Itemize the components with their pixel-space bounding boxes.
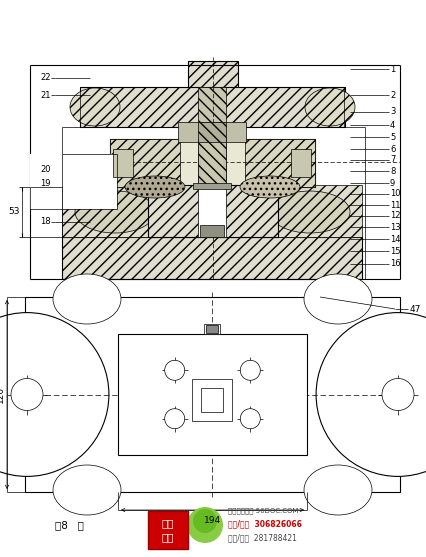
- Bar: [198, 185, 225, 237]
- Text: 21: 21: [40, 90, 51, 100]
- Text: 7: 7: [389, 155, 394, 164]
- Circle shape: [240, 360, 260, 380]
- Circle shape: [0, 312, 109, 476]
- Text: 客服/和议  306826066: 客服/和议 306826066: [227, 520, 301, 529]
- Text: 15: 15: [389, 247, 400, 256]
- Bar: [30, 165, 62, 187]
- Bar: [193, 183, 230, 189]
- Bar: [201, 139, 222, 187]
- Text: 19: 19: [40, 178, 51, 188]
- Text: 53: 53: [9, 208, 20, 217]
- Bar: [206, 325, 218, 333]
- Text: 8: 8: [389, 167, 394, 175]
- Bar: [187, 61, 237, 89]
- Text: 12: 12: [389, 212, 400, 221]
- Ellipse shape: [70, 88, 120, 126]
- Circle shape: [164, 360, 184, 380]
- Circle shape: [193, 509, 216, 533]
- Text: 16: 16: [389, 260, 400, 268]
- Circle shape: [381, 379, 413, 411]
- Circle shape: [187, 507, 222, 543]
- Bar: [25, 297, 399, 492]
- Text: 2: 2: [389, 90, 394, 100]
- Bar: [198, 122, 225, 142]
- Text: 5: 5: [389, 133, 394, 141]
- Bar: [62, 185, 150, 237]
- Bar: [201, 388, 223, 412]
- Bar: [148, 185, 277, 237]
- Ellipse shape: [125, 176, 184, 198]
- Ellipse shape: [53, 274, 121, 324]
- Text: 194: 194: [204, 516, 221, 525]
- Ellipse shape: [239, 176, 299, 198]
- Text: WWW.56DOC.COM: WWW.56DOC.COM: [119, 373, 305, 391]
- Ellipse shape: [303, 465, 371, 515]
- Text: 10: 10: [389, 189, 400, 198]
- Text: 20: 20: [40, 164, 51, 173]
- Text: 11: 11: [389, 201, 400, 209]
- Ellipse shape: [303, 274, 371, 324]
- Text: 9: 9: [389, 178, 394, 188]
- Text: 4: 4: [389, 120, 394, 129]
- Bar: [62, 154, 117, 209]
- Bar: [192, 379, 232, 421]
- Ellipse shape: [269, 191, 349, 233]
- Bar: [30, 154, 62, 209]
- Ellipse shape: [75, 191, 155, 233]
- Bar: [273, 185, 361, 237]
- Bar: [198, 139, 225, 187]
- Text: 毕业设计资料 56DOC.COM: 毕业设计资料 56DOC.COM: [227, 507, 298, 514]
- Bar: [178, 122, 245, 142]
- Bar: [62, 154, 117, 209]
- Circle shape: [315, 312, 426, 476]
- Text: 3: 3: [389, 108, 394, 116]
- Bar: [113, 149, 132, 177]
- Bar: [245, 139, 314, 187]
- Bar: [80, 87, 344, 127]
- Bar: [290, 149, 310, 177]
- Text: WWW.56DOC.COM: WWW.56DOC.COM: [119, 158, 305, 176]
- Circle shape: [164, 409, 184, 429]
- Text: 14: 14: [389, 234, 400, 243]
- Text: 图8   轭: 图8 轭: [55, 520, 83, 530]
- Circle shape: [240, 409, 260, 429]
- Text: 果业
设计: 果业 设计: [161, 518, 174, 542]
- Text: 22: 22: [40, 74, 51, 82]
- Bar: [30, 187, 62, 209]
- Bar: [198, 139, 225, 187]
- Ellipse shape: [304, 88, 354, 126]
- Bar: [110, 139, 180, 187]
- Text: 47: 47: [409, 305, 420, 314]
- Bar: [204, 324, 220, 334]
- Text: 6: 6: [389, 144, 394, 154]
- Circle shape: [11, 379, 43, 411]
- Text: 管理/合作  281788421: 管理/合作 281788421: [227, 534, 296, 543]
- Ellipse shape: [53, 465, 121, 515]
- Bar: [198, 87, 225, 127]
- Text: 13: 13: [389, 222, 400, 232]
- Text: 120: 120: [0, 386, 5, 403]
- Bar: [199, 225, 224, 237]
- Bar: [110, 139, 314, 187]
- Bar: [62, 237, 361, 279]
- Text: 1: 1: [389, 65, 394, 74]
- Bar: [148, 511, 187, 549]
- Text: 18: 18: [40, 217, 51, 227]
- Bar: [118, 334, 306, 455]
